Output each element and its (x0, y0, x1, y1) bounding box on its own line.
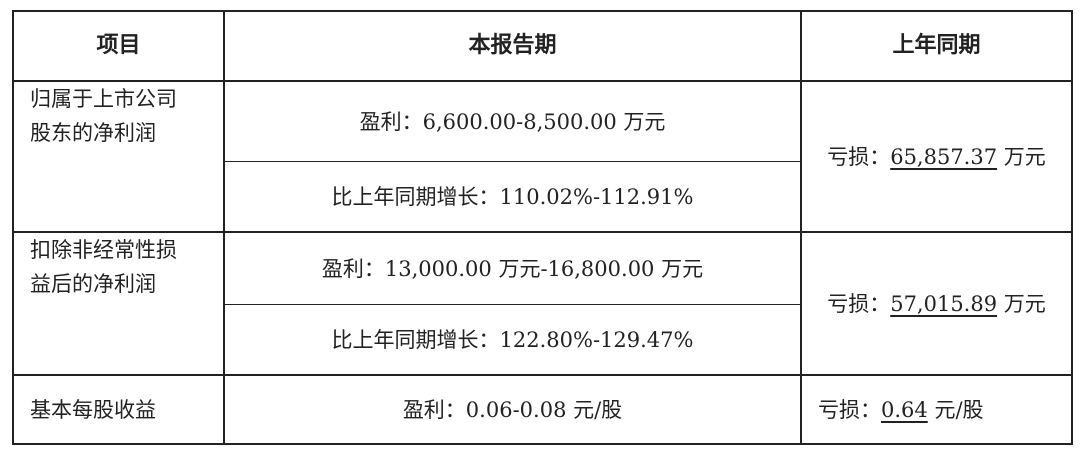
row-divider-header (12, 80, 1073, 82)
border-top (12, 10, 1073, 12)
row-label-net-profit: 归属于上市公司 股东的净利润 (14, 82, 223, 231)
prior-net-profit: 亏损： 65,857.37 万元 (802, 82, 1071, 231)
prior-unit: 万元 (1003, 144, 1046, 169)
current-eps: 盈利：0.06-0.08 元/股 (402, 397, 623, 422)
subrow-divider-2 (224, 304, 801, 305)
header-prior-period: 上年同期 (892, 33, 981, 58)
current-net-profit: 盈利：6,600.00-8,500.00 万元 (359, 109, 666, 134)
current-net-profit-growth: 比上年同期增长：110.02%-112.91% (331, 184, 694, 209)
subrow-divider-1 (224, 161, 801, 162)
row-divider-2 (12, 374, 1073, 376)
prior-unit: 元/股 (934, 397, 984, 422)
prior-value: 57,015.89 (890, 291, 998, 316)
header-current-period: 本报告期 (468, 33, 557, 58)
prior-deducted-profit: 亏损： 57,015.89 万元 (802, 233, 1071, 374)
current-deducted-profit: 盈利：13,000.00 万元-16,800.00 万元 (321, 256, 704, 281)
prior-prefix: 亏损： (827, 291, 891, 316)
prior-value: 0.64 (881, 397, 928, 422)
border-left (12, 10, 14, 445)
prior-value: 65,857.37 (890, 144, 998, 169)
label-line: 归属于上市公司 (30, 87, 177, 111)
row-label-eps: 基本每股收益 (30, 397, 156, 422)
border-right (1071, 10, 1073, 445)
row-divider-1 (12, 231, 1073, 233)
prior-prefix: 亏损： (818, 397, 881, 422)
prior-unit: 万元 (1003, 291, 1046, 316)
header-item: 项目 (96, 33, 141, 58)
border-bottom (12, 443, 1073, 445)
label-line: 扣除非经常性损 (30, 238, 177, 262)
col-divider-2 (800, 10, 802, 445)
label-line: 股东的净利润 (30, 121, 156, 145)
current-deducted-profit-growth: 比上年同期增长：122.80%-129.47% (331, 327, 694, 352)
col-divider-1 (223, 10, 225, 445)
row-label-deducted-net-profit: 扣除非经常性损 益后的净利润 (14, 233, 223, 374)
label-line: 益后的净利润 (30, 272, 156, 296)
prior-prefix: 亏损： (827, 144, 891, 169)
prior-eps: 亏损： 0.64 元/股 (802, 376, 1071, 443)
